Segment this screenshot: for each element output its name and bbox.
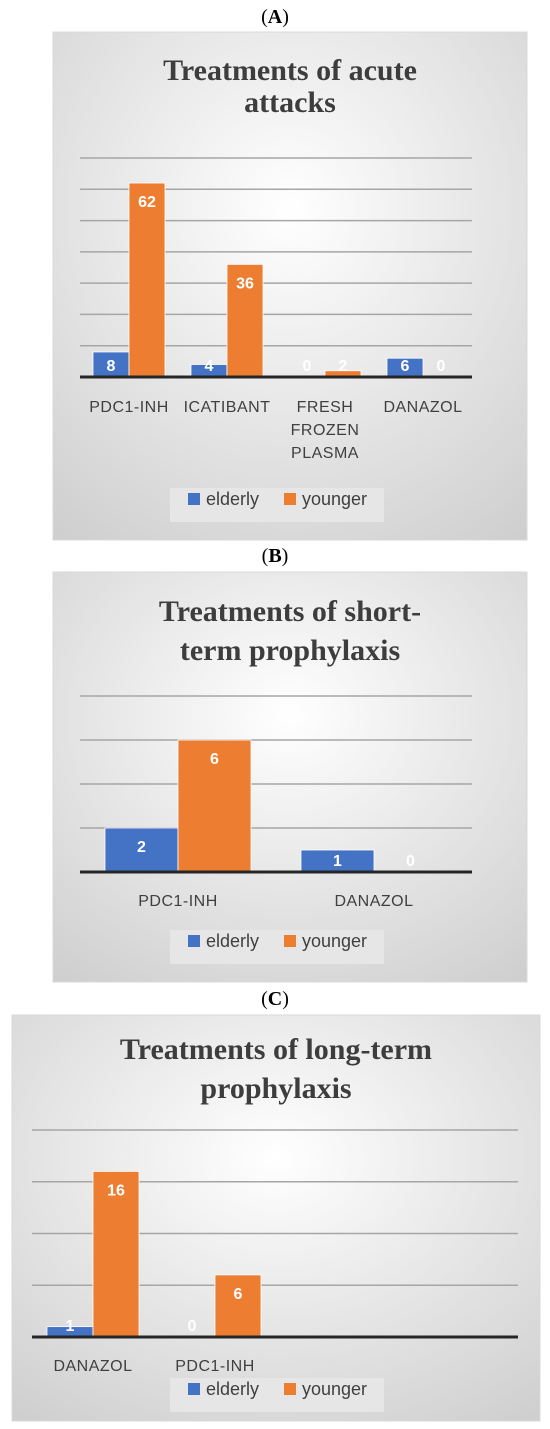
chart-background bbox=[52, 31, 528, 541]
data-label-younger: 36 bbox=[236, 275, 254, 292]
panel-label-open: ( bbox=[261, 6, 268, 28]
chart-2: Treatments of short-term prophylaxis 2 6 PD… bbox=[52, 571, 528, 983]
category-label: PDC1-INH bbox=[175, 1358, 255, 1375]
legend-swatch-younger bbox=[284, 493, 296, 505]
category-label: PDC1-INH bbox=[138, 893, 218, 910]
legend-label-younger: younger bbox=[302, 489, 367, 509]
chart-3: Treatments of long-term prophylaxis 1 16 DAN… bbox=[11, 1014, 541, 1422]
panel-label-open: ( bbox=[261, 988, 268, 1010]
panel-label-letter: C bbox=[267, 988, 283, 1010]
chart-background bbox=[52, 571, 528, 983]
chart-title-line: Treatments of long-term bbox=[120, 1033, 432, 1066]
data-label-younger: 62 bbox=[138, 194, 156, 211]
panel-label-open: ( bbox=[261, 545, 269, 567]
legend-label-elderly: elderly bbox=[206, 489, 259, 509]
data-label-elderly: 1 bbox=[333, 853, 342, 870]
data-label-younger: 0 bbox=[437, 358, 446, 375]
legend-swatch-elderly bbox=[188, 1383, 200, 1395]
data-label-younger: 6 bbox=[210, 751, 219, 768]
data-label-younger: 16 bbox=[107, 1182, 125, 1199]
legend-box bbox=[170, 1378, 384, 1412]
category-label: PDC1-INH bbox=[89, 399, 169, 416]
category-label: ICATIBANT bbox=[184, 399, 271, 416]
legend-swatch-elderly bbox=[188, 935, 200, 947]
legend-label-younger: younger bbox=[302, 1379, 367, 1399]
legend-label-elderly: elderly bbox=[206, 931, 259, 951]
data-label-elderly: 1 bbox=[66, 1318, 75, 1335]
data-label-elderly: 4 bbox=[205, 358, 214, 375]
panel-label-close: ) bbox=[281, 545, 289, 567]
legend-box bbox=[170, 488, 384, 522]
bar-younger bbox=[128, 182, 166, 378]
data-label-younger: 0 bbox=[406, 853, 415, 870]
legend-swatch-elderly bbox=[188, 493, 200, 505]
panel-label-close: ) bbox=[282, 988, 289, 1010]
chart-title-line: term prophylaxis bbox=[180, 634, 400, 667]
panel-label-b: (B) bbox=[0, 545, 550, 568]
data-label-younger: 2 bbox=[339, 358, 348, 375]
panel-label-letter: A bbox=[267, 6, 283, 28]
panel-label-c: (C) bbox=[0, 988, 550, 1011]
panel-label-close: ) bbox=[282, 6, 289, 28]
legend-swatch-younger bbox=[284, 1383, 296, 1395]
category-label: FRESH bbox=[297, 399, 354, 416]
data-label-younger: 6 bbox=[234, 1286, 243, 1303]
bar-younger bbox=[214, 1274, 262, 1338]
bar-younger bbox=[177, 739, 252, 873]
chart-title-line: attacks bbox=[244, 86, 336, 119]
chart-title-line: prophylaxis bbox=[200, 1072, 351, 1105]
category-label: PLASMA bbox=[291, 445, 359, 462]
chart-title-line: Treatments of short- bbox=[159, 595, 421, 628]
legend-label-younger: younger bbox=[302, 931, 367, 951]
panel-label-letter: B bbox=[268, 545, 282, 567]
legend-label-elderly: elderly bbox=[206, 1379, 259, 1399]
category-label: DANAZOL bbox=[334, 893, 413, 910]
legend-box bbox=[170, 930, 384, 964]
category-label: DANAZOL bbox=[383, 399, 462, 416]
category-label: FROZEN bbox=[291, 422, 360, 439]
data-label-elderly: 2 bbox=[137, 839, 146, 856]
panel-label-a: (A) bbox=[0, 6, 550, 29]
bar-younger bbox=[226, 263, 264, 378]
category-label: DANAZOL bbox=[53, 1358, 132, 1375]
chart-1: Treatments of acuteattacks862PDC1-INH436… bbox=[52, 31, 528, 541]
legend-swatch-younger bbox=[284, 935, 296, 947]
data-label-elderly: 6 bbox=[401, 358, 410, 375]
data-label-elderly: 8 bbox=[107, 358, 116, 375]
data-label-elderly: 0 bbox=[188, 1318, 197, 1335]
chart-title-line: Treatments of acute bbox=[163, 54, 417, 87]
data-label-elderly: 0 bbox=[303, 358, 312, 375]
